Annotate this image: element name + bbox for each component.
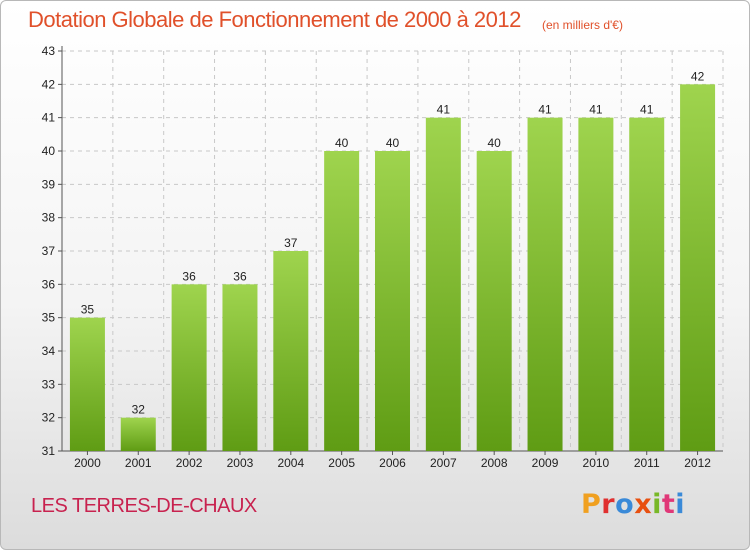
logo-letter: i: [675, 489, 686, 520]
x-tick-label: 2000: [74, 456, 101, 470]
logo-letter: t: [661, 489, 676, 520]
bar: [680, 84, 716, 451]
data-label: 37: [284, 236, 298, 250]
x-tick-label: 2008: [481, 456, 508, 470]
bar: [629, 117, 665, 452]
y-tick-label: 40: [42, 144, 56, 158]
data-label: 40: [488, 136, 502, 150]
y-tick-label: 43: [42, 44, 56, 58]
bars: [69, 84, 716, 452]
bar: [120, 417, 156, 451]
logo-letter: P: [581, 489, 602, 520]
y-tick-label: 31: [42, 444, 56, 458]
x-tick-label: 2010: [583, 456, 610, 470]
y-tick-label: 34: [42, 344, 56, 358]
logo-letter: r: [601, 489, 616, 520]
bar: [171, 284, 207, 451]
data-label: 42: [691, 69, 705, 83]
data-labels: 35 32 36 36 37 40 40 41 40 41 41 41 42: [81, 69, 705, 416]
x-tick-label: 2009: [532, 456, 559, 470]
proxiti-logo: Proxiti: [581, 489, 685, 520]
bar: [375, 151, 410, 451]
axes: 31 32 33 34 35 36 37 38 39 40 41 42 43 2000 2001 2002 20…: [42, 44, 723, 470]
data-label: 36: [233, 269, 247, 283]
y-tick-label: 33: [42, 377, 56, 391]
x-tick-label: 2005: [328, 456, 355, 470]
data-label: 41: [640, 103, 654, 117]
data-label: 40: [335, 136, 349, 150]
data-label: 41: [589, 103, 603, 117]
y-tick-label: 35: [42, 311, 56, 325]
bar: [222, 284, 258, 451]
logo-letter: o: [615, 489, 635, 520]
data-label: 41: [437, 103, 451, 117]
bar: [527, 117, 563, 452]
x-tick-label: 2011: [634, 456, 660, 470]
data-label: 40: [386, 136, 400, 150]
y-tick-label: 39: [42, 177, 56, 191]
logo-letter: i: [652, 489, 662, 520]
x-tick-label: 2004: [277, 456, 304, 470]
x-tick-label: 2002: [176, 456, 203, 470]
x-tick-label: 2006: [379, 456, 406, 470]
x-tick-label: 2003: [227, 456, 254, 470]
bar: [69, 317, 105, 451]
bar: [578, 117, 614, 452]
bar: [273, 251, 309, 451]
y-tick-label: 36: [42, 277, 56, 291]
y-tick-label: 32: [42, 411, 56, 425]
chart-title: Dotation Globale de Fonctionnement de 20…: [28, 7, 521, 32]
y-tick-label: 42: [42, 77, 56, 91]
bar: [425, 117, 461, 452]
y-tick-label: 37: [42, 244, 56, 258]
x-tick-label: 2001: [125, 456, 152, 470]
commune-name: LES TERRES-DE-CHAUX: [31, 495, 257, 517]
data-label: 36: [182, 269, 196, 283]
bar: [476, 151, 512, 451]
y-tick-label: 38: [42, 211, 56, 225]
data-label: 35: [81, 303, 95, 317]
data-label: 41: [538, 103, 552, 117]
x-tick-label: 2007: [430, 456, 457, 470]
data-label: 32: [132, 403, 146, 417]
y-tick-label: 41: [42, 111, 56, 125]
logo-letter: x: [634, 489, 653, 520]
bar: [324, 151, 360, 451]
x-tick-label: 2012: [684, 456, 711, 470]
chart-unit: (en milliers d'€): [542, 18, 623, 32]
